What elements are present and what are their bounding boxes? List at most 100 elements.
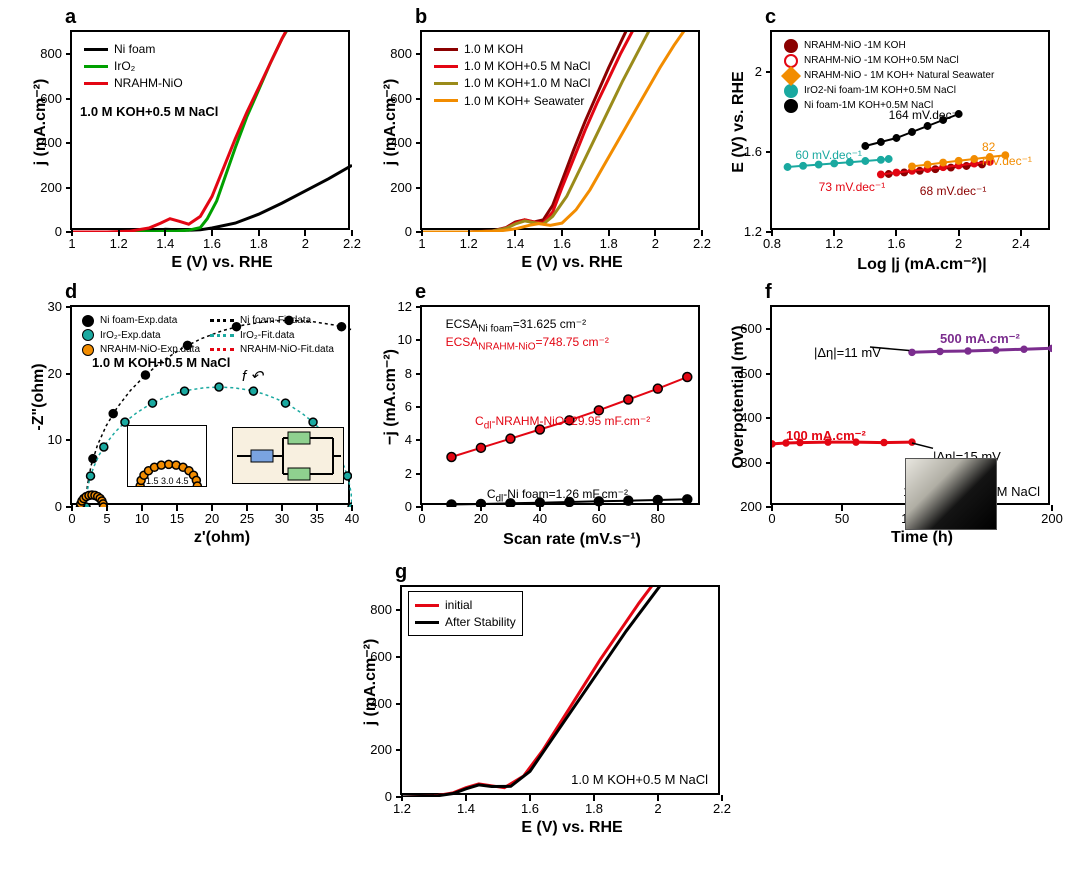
tafel-label: 68 mV.dec⁻¹ (920, 184, 987, 198)
inset-circuit (232, 427, 344, 484)
ecsa-annot: Cdl-Ni foam=1.26 mF.cm⁻² (487, 487, 628, 504)
xtick: 25 (233, 511, 261, 526)
xtick: 0 (758, 511, 786, 526)
xtick: 20 (198, 511, 226, 526)
xtick: 2.2 (708, 801, 736, 816)
ylabel: -Z"(ohm) (30, 317, 48, 477)
xtick: 1 (408, 236, 436, 251)
xtick: 200 (1038, 511, 1066, 526)
ytick: 30 (22, 299, 62, 314)
ytick: 12 (372, 299, 412, 314)
xtick: 2 (644, 801, 672, 816)
stability-annot: |Δη|=11 mV (814, 345, 881, 360)
panel-b: 11.21.41.61.822.20200400600800E (V) vs. … (420, 30, 700, 230)
xtick: 15 (163, 511, 191, 526)
xlabel: E (V) vs. RHE (142, 254, 302, 272)
ytick: 1.2 (722, 224, 762, 239)
xtick: 0 (58, 511, 86, 526)
panel-a: 11.21.41.61.822.20200400600800E (V) vs. … (70, 30, 350, 230)
xtick: 1.6 (198, 236, 226, 251)
freq-arrow: f ↶ (242, 367, 263, 385)
stability-annot: 500 mA.cm⁻² (940, 331, 1020, 347)
xtick: 60 (585, 511, 613, 526)
xlabel: z'(ohm) (142, 529, 302, 547)
ecsa-annot: ECSANi foam=31.625 cm⁻² (446, 317, 587, 334)
xtick: 2 (641, 236, 669, 251)
xlabel: E (V) vs. RHE (492, 254, 652, 272)
condition: 1.0 M KOH+0.5 M NaCl (92, 355, 230, 370)
ecsa-annot: Cdl-NRAHM-NiO=29.95 mF.cm⁻² (475, 414, 650, 431)
xtick: 1.6 (516, 801, 544, 816)
xtick: 2.4 (1007, 236, 1035, 251)
xlabel: Scan rate (mV.s⁻¹) (492, 529, 652, 549)
xtick: 20 (467, 511, 495, 526)
xtick: 1.4 (501, 236, 529, 251)
xlabel: Time (h) (842, 529, 1002, 547)
panel-letter-e: e (415, 281, 426, 304)
xtick: 35 (303, 511, 331, 526)
xlabel: E (V) vs. RHE (492, 819, 652, 837)
condition: 1.0 M KOH+0.5 M NaCl (80, 104, 218, 119)
legend-a: Ni foamIrO₂NRAHM-NiO (78, 36, 189, 97)
xtick: 1.2 (455, 236, 483, 251)
legend-c: NRAHM-NiO -1M KOHNRAHM-NiO -1M KOH+0.5M … (778, 34, 1000, 118)
panel-letter-f: f (765, 281, 772, 304)
xtick: 1.2 (820, 236, 848, 251)
ytick: 0 (372, 224, 412, 239)
xtick: 1.6 (548, 236, 576, 251)
xtick: 1 (58, 236, 86, 251)
panel-letter-c: c (765, 6, 776, 29)
panel-e: 020406080024681012Scan rate (mV.s⁻¹)−j (… (420, 305, 700, 505)
ylabel: j (mA.cm⁻²) (380, 42, 400, 202)
xtick: 5 (93, 511, 121, 526)
panel-f: 050100150200200300400500600Time (h)Overp… (770, 305, 1050, 505)
legend-d: Ni foam-Exp.dataIrO₂-Exp.dataNRAHM-NiO-E… (76, 309, 340, 362)
tafel-label: 82 mV.dec⁻¹ (982, 140, 1048, 168)
ytick: 200 (722, 499, 762, 514)
ytick: 0 (22, 499, 62, 514)
xtick: 1.2 (105, 236, 133, 251)
xtick: 40 (338, 511, 366, 526)
ytick: 0 (352, 789, 392, 804)
panel-letter-d: d (65, 281, 77, 304)
ylabel: j (mA.cm⁻²) (30, 42, 50, 202)
ylabel: E (V) vs. RHE (730, 42, 748, 202)
panel-letter-g: g (395, 561, 407, 584)
xtick: 1.8 (245, 236, 273, 251)
panel-g: 1.21.41.61.822.20200400600800E (V) vs. R… (400, 585, 720, 795)
xtick: 30 (268, 511, 296, 526)
xtick: 1.6 (882, 236, 910, 251)
xtick: 2.2 (688, 236, 716, 251)
panel-letter-a: a (65, 6, 76, 29)
ylabel: Overpotential (mV) (730, 317, 748, 477)
xtick: 1.8 (580, 801, 608, 816)
xtick: 40 (526, 511, 554, 526)
legend-b: 1.0 M KOH1.0 M KOH+0.5 M NaCl1.0 M KOH+1… (428, 36, 596, 114)
legend-g: initialAfter Stability (408, 591, 523, 636)
ytick: 0 (22, 224, 62, 239)
xtick: 0.8 (758, 236, 786, 251)
xtick: 1.8 (595, 236, 623, 251)
xtick: 10 (128, 511, 156, 526)
xtick: 2.2 (338, 236, 366, 251)
stability-annot: 100 mA.cm⁻² (786, 428, 866, 444)
xtick: 1.2 (388, 801, 416, 816)
xtick: 2 (291, 236, 319, 251)
panel-letter-b: b (415, 6, 427, 29)
xtick: 2 (945, 236, 973, 251)
xlabel: Log |j (mA.cm⁻²)| (842, 254, 1002, 274)
panel-c: 0.81.21.622.41.21.62Log |j (mA.cm⁻²)|E (… (770, 30, 1050, 230)
inset-nyquist: 1.5 3.0 4.5 (127, 425, 207, 487)
tafel-label: 164 mV.dec⁻¹ (889, 108, 962, 122)
tafel-label: 73 mV.dec⁻¹ (819, 180, 886, 194)
xtick: 1.4 (452, 801, 480, 816)
panel-d: 05101520253035400102030z'(ohm)-Z"(ohm)Ni… (70, 305, 350, 505)
ecsa-annot: ECSANRAHM-NiO=748.75 cm⁻² (446, 335, 609, 352)
ytick: 0 (372, 499, 412, 514)
figure-root: 1 1.21.41.61.822.20200400600800E (V) vs. … (0, 0, 1080, 880)
xtick: 1.4 (151, 236, 179, 251)
tafel-label: 60 mV.dec⁻¹ (795, 148, 862, 162)
xtick: 0 (408, 511, 436, 526)
xtick: 50 (828, 511, 856, 526)
condition: 1.0 M KOH+0.5 M NaCl (571, 772, 708, 787)
